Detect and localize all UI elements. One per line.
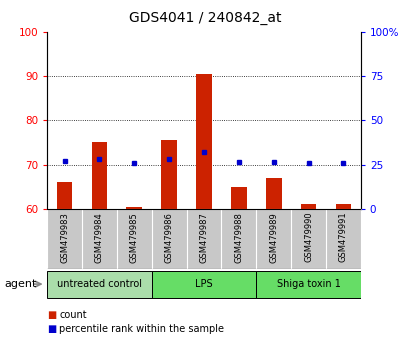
Bar — [151, 270, 256, 298]
Text: ■: ■ — [47, 310, 56, 320]
Bar — [265, 178, 281, 209]
Bar — [335, 204, 351, 209]
Bar — [91, 142, 107, 209]
Text: untreated control: untreated control — [57, 279, 142, 289]
Text: GDS4041 / 240842_at: GDS4041 / 240842_at — [128, 11, 281, 25]
Text: count: count — [59, 310, 87, 320]
Bar — [256, 270, 360, 298]
Bar — [47, 270, 151, 298]
Text: GSM479987: GSM479987 — [199, 212, 208, 263]
Text: GSM479983: GSM479983 — [60, 212, 69, 263]
Bar — [126, 207, 142, 209]
Text: GSM479984: GSM479984 — [95, 212, 103, 263]
Text: GSM479990: GSM479990 — [303, 212, 312, 263]
Bar — [196, 74, 211, 209]
Bar — [230, 187, 246, 209]
Bar — [300, 204, 316, 209]
Bar — [161, 140, 177, 209]
Text: GSM479988: GSM479988 — [234, 212, 243, 263]
Text: GSM479989: GSM479989 — [269, 212, 277, 263]
Text: agent: agent — [4, 279, 36, 289]
Text: GSM479985: GSM479985 — [130, 212, 138, 263]
Text: percentile rank within the sample: percentile rank within the sample — [59, 324, 224, 334]
Text: Shiga toxin 1: Shiga toxin 1 — [276, 279, 339, 289]
Text: LPS: LPS — [195, 279, 212, 289]
Bar — [56, 182, 72, 209]
Text: GSM479986: GSM479986 — [164, 212, 173, 263]
Text: GSM479991: GSM479991 — [338, 212, 347, 263]
Text: ■: ■ — [47, 324, 56, 334]
